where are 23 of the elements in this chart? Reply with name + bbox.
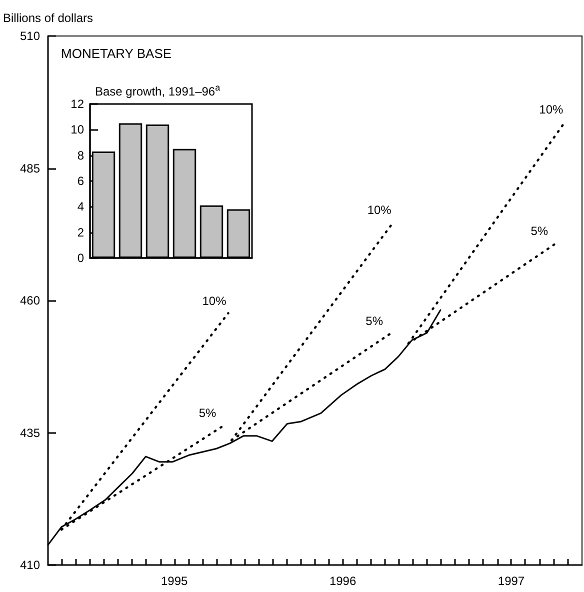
y-tick-label: 485	[20, 161, 40, 176]
series-label: 5%	[530, 224, 548, 238]
y-tick-label: 8	[77, 148, 84, 162]
x-tick-label: 1995	[160, 574, 188, 588]
y-tick-label: 410	[20, 558, 40, 572]
y-axis-title: Billions of dollars	[3, 11, 94, 25]
y-tick-label: 460	[20, 294, 40, 308]
x-tick-label: 1997	[498, 574, 525, 588]
y-tick-label: 10	[70, 122, 84, 137]
y-tick-label: 510	[20, 29, 40, 43]
y-tick-label: 12	[70, 97, 84, 111]
y-tick-label: 435	[20, 426, 40, 440]
text: MONETARY BASE	[61, 46, 172, 61]
y-tick-label: 2	[77, 225, 84, 240]
y-tick-label: 4	[77, 200, 84, 214]
x-tick-label: 1996	[329, 574, 356, 588]
series-label: 10%	[367, 203, 392, 218]
series-label: 5%	[198, 406, 217, 420]
series-label: 10%	[539, 102, 564, 117]
y-tick-label: 0	[77, 251, 84, 265]
y-tick-label: 6	[77, 174, 84, 188]
series-label: 5%	[366, 314, 384, 328]
series-label: 10%	[202, 294, 227, 308]
